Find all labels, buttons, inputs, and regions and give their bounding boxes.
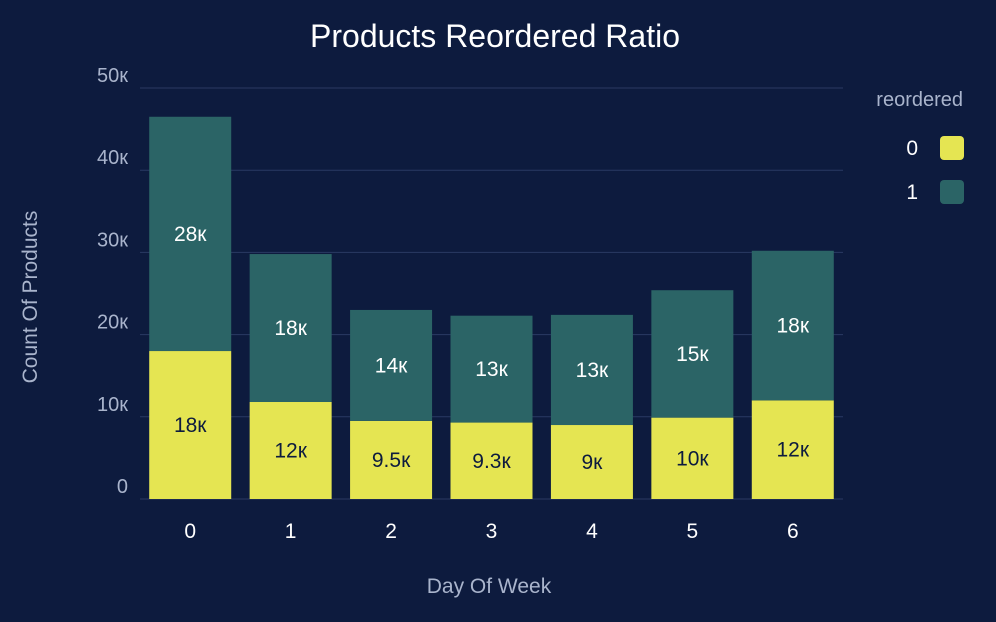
y-tick-label: 40к	[97, 147, 128, 169]
x-tick-label: 2	[385, 520, 397, 543]
bar-series-1-day-4	[550, 314, 633, 426]
bar-series-1-day-5	[651, 290, 734, 418]
bar-value-label: 13к	[576, 359, 609, 382]
y-axis-title: Count Of Products	[19, 211, 42, 384]
x-tick-label: 6	[787, 520, 799, 543]
legend-swatch	[940, 136, 964, 160]
bar-value-label: 15к	[676, 343, 709, 366]
bar-value-label: 13к	[475, 358, 508, 381]
y-axis-ticks: 0 10к 20к 30к 40к 50к	[97, 65, 128, 498]
bar-value-label: 18к	[274, 317, 307, 340]
bars	[149, 116, 834, 499]
bar-series-1-day-1	[249, 254, 332, 403]
chart-title: Products Reordered Ratio	[310, 18, 680, 54]
legend-title: reordered	[876, 89, 963, 111]
x-axis-title: Day Of Week	[427, 575, 552, 598]
x-axis-ticks: 0 1 2 3 4 5 6	[184, 520, 798, 543]
legend-swatch	[940, 180, 964, 204]
bar-series-1-day-2	[350, 309, 433, 421]
bar-value-label: 9.3к	[472, 450, 511, 473]
bar-series-0-day-4	[550, 425, 633, 499]
bar-value-label: 18к	[777, 315, 810, 338]
bar-series-0-day-3	[450, 422, 533, 499]
bar-value-label: 14к	[375, 354, 408, 377]
bar-series-1-day-0	[149, 116, 232, 352]
bar-series-0-day-6	[751, 400, 834, 499]
bar-value-label: 18к	[174, 414, 207, 437]
bar-value-label: 12к	[777, 439, 810, 462]
bar-labels: 18к 28к 12к 18к 9.5к 14к 9.3к 13к 9к 13к 10к 15к 12к…	[174, 223, 810, 474]
x-tick-label: 1	[285, 520, 297, 543]
bar-value-label: 9к	[581, 451, 603, 474]
x-tick-label: 5	[687, 520, 699, 543]
bar-value-label: 28к	[174, 223, 207, 246]
bar-value-label: 12к	[274, 440, 307, 463]
y-tick-label: 0	[117, 476, 128, 498]
legend-items: 01	[906, 136, 964, 204]
bar-series-0-day-2	[350, 420, 433, 499]
y-tick-label: 10к	[97, 394, 128, 416]
bar-series-1-day-3	[450, 315, 533, 423]
legend: reordered 01	[876, 89, 964, 204]
bar-series-0-day-5	[651, 417, 734, 499]
legend-label: 1	[906, 181, 918, 204]
x-tick-label: 4	[586, 520, 598, 543]
bar-value-label: 10к	[676, 447, 709, 470]
y-tick-label: 30к	[97, 229, 128, 251]
x-tick-label: 0	[184, 520, 196, 543]
y-tick-label: 20к	[97, 312, 128, 334]
bar-value-label: 9.5к	[372, 449, 411, 472]
x-tick-label: 3	[486, 520, 498, 543]
y-tick-label: 50к	[97, 65, 128, 87]
bar-series-1-day-6	[751, 250, 834, 401]
legend-label: 0	[906, 137, 918, 160]
bar-series-0-day-1	[249, 402, 332, 499]
bar-series-0-day-0	[149, 351, 232, 499]
